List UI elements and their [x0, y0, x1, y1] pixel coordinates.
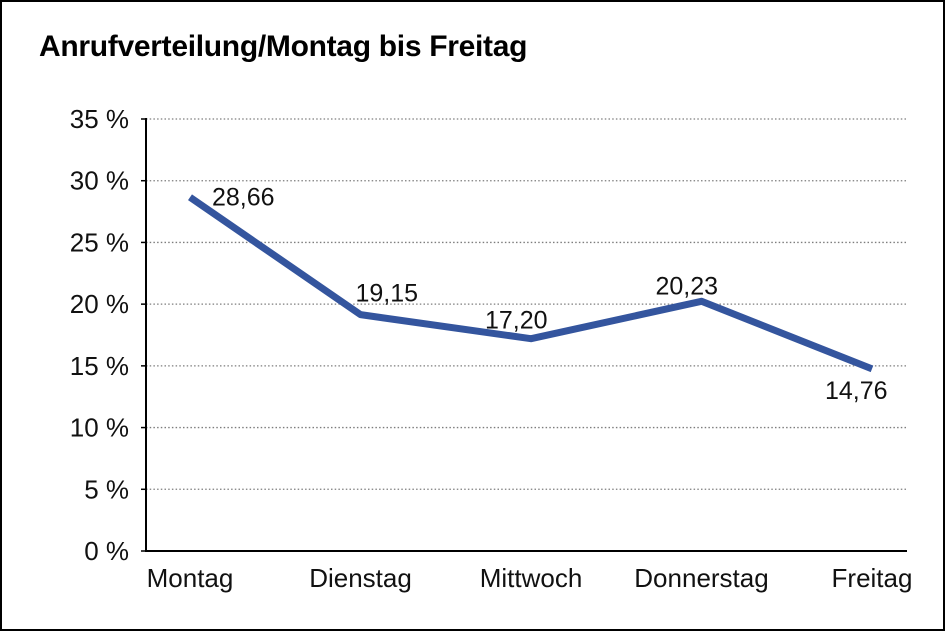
x-tick-label: Dienstag — [309, 563, 412, 593]
y-tick-label: 20 % — [70, 289, 129, 319]
x-tick-label: Donnerstag — [634, 563, 768, 593]
y-tick-label: 10 % — [70, 413, 129, 443]
y-tick-label: 5 % — [84, 474, 129, 504]
data-point-label: 20,23 — [656, 272, 719, 300]
data-point-label: 19,15 — [356, 280, 419, 308]
data-point-label: 17,20 — [485, 307, 548, 335]
y-tick-label: 25 % — [70, 227, 129, 257]
data-point-label: 14,76 — [825, 377, 888, 405]
y-tick-label: 15 % — [70, 351, 129, 381]
series-line — [188, 194, 874, 373]
x-tick-label: Mittwoch — [480, 563, 583, 593]
x-tick-label: Montag — [147, 563, 234, 593]
y-tick-label: 35 % — [70, 104, 129, 134]
x-tick-label: Freitag — [832, 563, 913, 593]
y-tick-label: 30 % — [70, 166, 129, 196]
data-point-label: 28,66 — [212, 183, 275, 211]
chart-title: Anrufverteilung/Montag bis Freitag — [39, 30, 528, 63]
y-tick-label: 0 % — [84, 536, 129, 566]
